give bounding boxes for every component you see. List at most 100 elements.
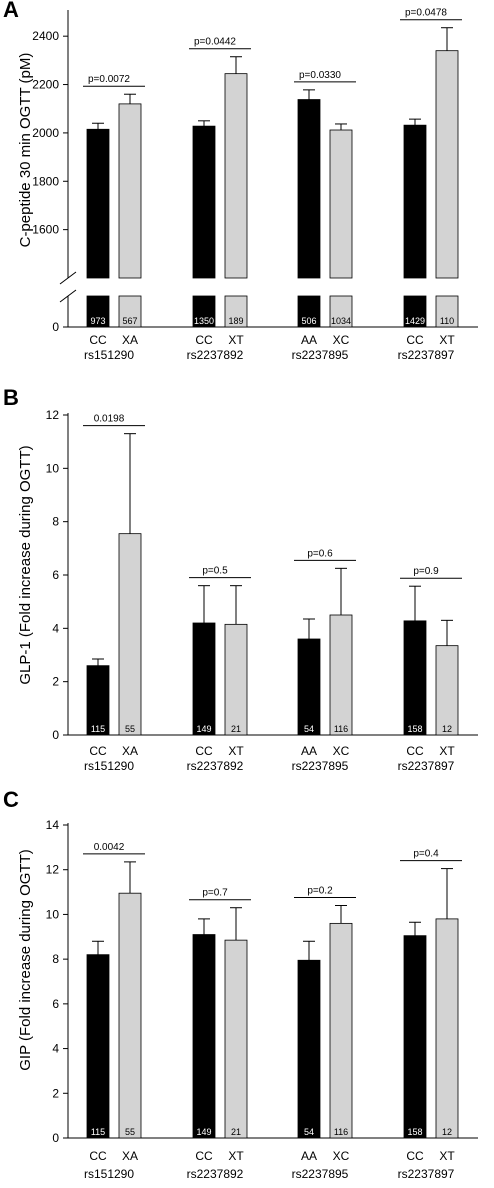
axis-break-mark bbox=[59, 289, 77, 303]
bar bbox=[224, 73, 248, 279]
snp-label: rs2237897 bbox=[398, 759, 455, 773]
y-tick-label: 2400 bbox=[32, 29, 59, 43]
genotype-label: AA bbox=[301, 744, 317, 758]
n-label: 189 bbox=[228, 316, 243, 326]
genotype-label: CC bbox=[89, 744, 107, 758]
y-tick-label: 6 bbox=[52, 568, 59, 582]
bar-lower-segment bbox=[435, 295, 459, 328]
bar bbox=[192, 622, 216, 736]
bar bbox=[435, 645, 459, 736]
bar bbox=[403, 620, 427, 736]
bar bbox=[192, 125, 216, 279]
y-tick-label: 8 bbox=[52, 515, 59, 529]
n-label: 110 bbox=[440, 316, 454, 326]
genotype-label: CC bbox=[406, 1149, 424, 1163]
bar-lower-segment bbox=[403, 295, 427, 328]
snp-label: rs2237895 bbox=[292, 1167, 349, 1181]
bar-lower-segment bbox=[118, 295, 142, 328]
p-value-label: 0.0198 bbox=[94, 414, 125, 425]
genotype-label: AA bbox=[301, 1149, 317, 1163]
panel-label-a: A bbox=[3, 0, 19, 22]
p-value-label: 0.0042 bbox=[94, 842, 125, 853]
genotype-label: CC bbox=[195, 333, 213, 347]
n-label: 149 bbox=[196, 724, 211, 734]
n-label: 115 bbox=[91, 724, 105, 734]
p-value-label: p=0.9 bbox=[413, 566, 439, 577]
y-tick-label: 4 bbox=[52, 621, 59, 635]
chart-panel-b: B GLP-1 (Fold increase during OGTT) 0 2 4 6 8 1… bbox=[3, 385, 478, 773]
bar bbox=[403, 935, 427, 1139]
snp-label: rs2237892 bbox=[187, 1167, 244, 1181]
y-tick-label: 0 bbox=[52, 1131, 59, 1145]
bar bbox=[118, 533, 142, 736]
genotype-label: CC bbox=[89, 1149, 107, 1163]
n-label: 21 bbox=[231, 724, 241, 734]
genotype-label: XT bbox=[228, 333, 244, 347]
bar bbox=[297, 638, 321, 736]
genotype-label: CC bbox=[195, 744, 213, 758]
bar-lower-segment bbox=[224, 295, 248, 328]
genotype-label: XC bbox=[333, 1149, 350, 1163]
n-label: 973 bbox=[90, 316, 105, 326]
n-label: 54 bbox=[304, 1127, 314, 1137]
p-value-label: p=0.4 bbox=[413, 849, 439, 860]
y-tick-label: 0 bbox=[52, 728, 59, 742]
y-tick-label: 2200 bbox=[32, 78, 59, 92]
n-label: 116 bbox=[334, 724, 348, 734]
y-axis-label-b: GLP-1 (Fold increase during OGTT) bbox=[17, 445, 34, 684]
n-label: 12 bbox=[442, 724, 452, 734]
bar bbox=[86, 128, 110, 279]
n-label: 1429 bbox=[405, 316, 425, 326]
p-value-label: p=0.0478 bbox=[405, 8, 447, 19]
bar bbox=[118, 892, 142, 1139]
bar bbox=[192, 934, 216, 1139]
genotype-label: XT bbox=[228, 744, 244, 758]
genotype-label: AA bbox=[301, 333, 317, 347]
genotype-label: XC bbox=[333, 333, 350, 347]
bar bbox=[329, 129, 353, 279]
genotype-label: CC bbox=[406, 333, 424, 347]
y-tick-label: 14 bbox=[46, 818, 60, 832]
bar-lower-segment bbox=[329, 295, 353, 328]
p-value-label: p=0.2 bbox=[307, 885, 333, 896]
bar-lower-segment bbox=[192, 295, 216, 328]
y-tick-label: 6 bbox=[52, 997, 59, 1011]
y-tick-label: 10 bbox=[46, 907, 60, 921]
y-tick-label: 2 bbox=[52, 675, 59, 689]
chart-panel-a: A C-peptide 30 min OGTT (pM) 0 1600 1800 2000… bbox=[3, 0, 478, 362]
genotype-label: XA bbox=[122, 744, 138, 758]
bar bbox=[329, 922, 353, 1139]
snp-label: rs2237895 bbox=[292, 759, 349, 773]
p-value-label: p=0.5 bbox=[202, 566, 228, 577]
n-label: 1350 bbox=[194, 316, 214, 326]
bar bbox=[224, 939, 248, 1139]
n-label: 158 bbox=[407, 724, 422, 734]
genotype-label: XT bbox=[439, 1149, 455, 1163]
n-label: 567 bbox=[122, 316, 137, 326]
snp-label: rs2237897 bbox=[398, 348, 455, 362]
p-value-label: p=0.0442 bbox=[194, 37, 236, 48]
y-tick-label: 1600 bbox=[32, 223, 59, 237]
y-tick-label: 2000 bbox=[32, 126, 59, 140]
bar bbox=[403, 124, 427, 279]
snp-label: rs151290 bbox=[84, 348, 134, 362]
snp-label: rs2237897 bbox=[398, 1167, 455, 1181]
n-label: 54 bbox=[304, 724, 314, 734]
bar bbox=[435, 918, 459, 1139]
genotype-label: XA bbox=[122, 333, 138, 347]
n-label: 55 bbox=[125, 724, 135, 734]
bar bbox=[297, 959, 321, 1139]
y-tick-label: 10 bbox=[46, 461, 60, 475]
panel-label-c: C bbox=[3, 787, 19, 812]
n-label: 158 bbox=[407, 1127, 422, 1137]
genotype-label: XA bbox=[122, 1149, 138, 1163]
y-tick-label: 2 bbox=[52, 1086, 59, 1100]
bar bbox=[435, 50, 459, 279]
bar bbox=[329, 614, 353, 736]
y-tick-label: 12 bbox=[46, 408, 60, 422]
bar-lower-segment bbox=[86, 295, 110, 328]
genotype-label: XT bbox=[439, 333, 455, 347]
p-value-label: p=0.0330 bbox=[299, 70, 341, 81]
p-value-label: p=0.0072 bbox=[88, 74, 130, 85]
axis-break-mark bbox=[59, 271, 77, 285]
